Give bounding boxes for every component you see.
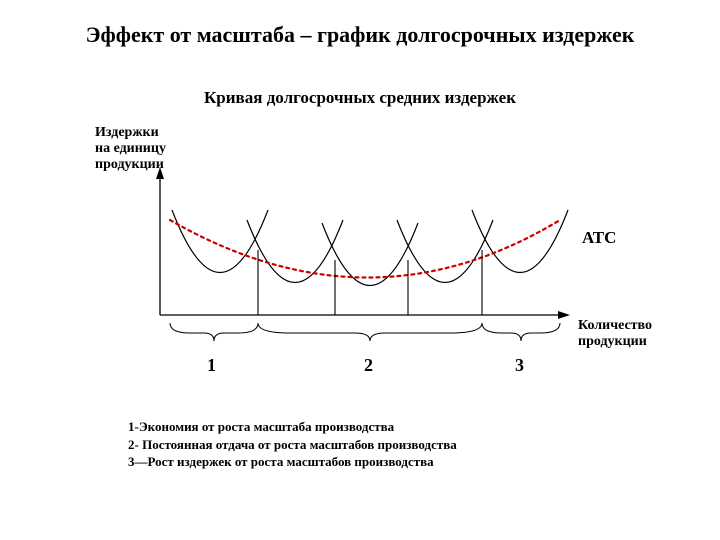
legend-line-2: 2- Постоянная отдача от роста масштабов … bbox=[128, 436, 457, 454]
region-3-label: 3 bbox=[515, 355, 524, 376]
region-2-label: 2 bbox=[364, 355, 373, 376]
region-1-label: 1 bbox=[207, 355, 216, 376]
axes bbox=[156, 167, 570, 319]
cost-curve-diagram bbox=[130, 165, 570, 415]
region-braces bbox=[170, 323, 560, 341]
legend: 1-Экономия от роста масштаба производств… bbox=[128, 418, 457, 471]
atc-label: АТС bbox=[582, 228, 616, 248]
chart-subtitle: Кривая долгосрочных средних издержек bbox=[0, 88, 720, 108]
atc-envelope bbox=[170, 220, 560, 278]
x-axis-label: Количествопродукции bbox=[578, 318, 652, 350]
legend-line-1: 1-Экономия от роста масштаба производств… bbox=[128, 418, 457, 436]
legend-line-3: 3—Рост издержек от роста масштабов произ… bbox=[128, 453, 457, 471]
page-title: Эффект от масштаба – график долгосрочных… bbox=[0, 22, 720, 48]
